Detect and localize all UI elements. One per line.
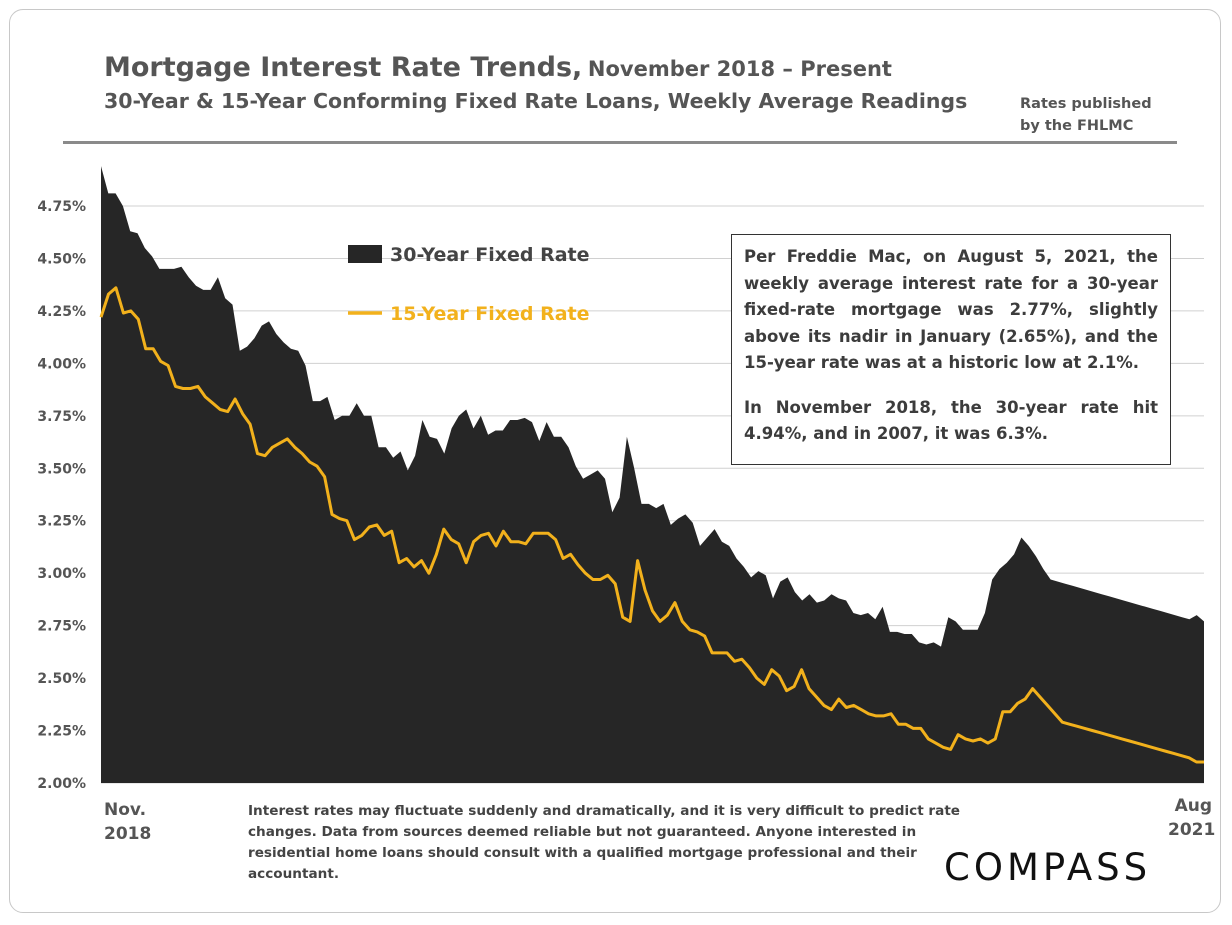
y-tick-label: 2.00% xyxy=(37,776,86,792)
x-label-start: Nov. 2018 xyxy=(104,798,151,846)
x-label-end: Aug 2021 xyxy=(1168,794,1216,842)
legend-swatch-30-year xyxy=(348,245,382,263)
chart-subtitle: 30-Year & 15-Year Conforming Fixed Rate … xyxy=(104,89,968,113)
y-tick-label: 4.00% xyxy=(37,356,86,372)
y-tick-label: 4.50% xyxy=(37,251,86,267)
series-15-year-line xyxy=(99,286,1204,764)
compass-logo: COMPASS xyxy=(944,846,1152,889)
annotation-paragraph-2: In November 2018, the 30-year rate hit 4… xyxy=(744,397,1158,444)
y-tick-label: 3.25% xyxy=(37,514,86,530)
y-tick-label: 2.25% xyxy=(37,724,86,740)
series-30-year-area xyxy=(101,166,1204,784)
y-tick-label: 4.25% xyxy=(37,304,86,320)
y-tick-label: 4.75% xyxy=(37,199,86,215)
y-tick-label: 2.75% xyxy=(37,619,86,635)
x-label-start-year: 2018 xyxy=(104,824,152,844)
x-label-start-month: Nov. xyxy=(104,800,147,820)
source-note: Rates published by the FHLMC xyxy=(1020,93,1152,137)
x-label-end-month: Aug xyxy=(1174,796,1212,816)
legend-label-15-year: 15-Year Fixed Rate xyxy=(390,303,590,325)
y-tick-label: 3.00% xyxy=(37,566,86,582)
y-axis-ticks: 4.75% 4.50% 4.25% 4.00% 3.75% 3.50% 3.25% 3.00%… xyxy=(37,199,86,792)
source-line-1: Rates published xyxy=(1020,96,1152,112)
source-line-2: by the FHLMC xyxy=(1020,118,1134,134)
y-tick-label: 3.50% xyxy=(37,461,86,477)
chart-title: Mortgage Interest Rate Trends, November … xyxy=(104,52,892,83)
y-tick-label: 3.75% xyxy=(37,409,86,425)
legend-label-30-year: 30-Year Fixed Rate xyxy=(390,244,590,266)
header-rule xyxy=(63,141,1177,144)
chart-title-main: Mortgage Interest Rate Trends, xyxy=(104,52,583,83)
y-tick-label: 2.50% xyxy=(37,671,86,687)
disclaimer-text: Interest rates may fluctuate suddenly an… xyxy=(248,803,961,882)
chart-title-range: November 2018 – Present xyxy=(587,57,892,81)
annotation-box: Per Freddie Mac, on August 5, 2021, the … xyxy=(731,234,1171,465)
legend: 30-Year Fixed Rate 15-Year Fixed Rate xyxy=(348,244,590,325)
annotation-paragraph-1: Per Freddie Mac, on August 5, 2021, the … xyxy=(744,247,1158,372)
x-label-end-year: 2021 xyxy=(1168,820,1216,840)
